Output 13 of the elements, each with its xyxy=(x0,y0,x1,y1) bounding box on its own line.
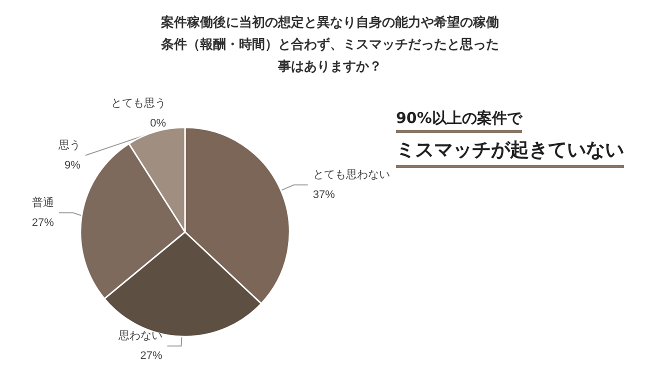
text: ミスマッチが起きていない xyxy=(396,137,624,168)
text: 0% xyxy=(150,117,166,130)
data-label: 27% xyxy=(32,216,54,229)
slice-label: とても思わない xyxy=(312,168,390,181)
text: 90%以上の案件で xyxy=(396,109,522,133)
slice-label: 思う xyxy=(57,139,80,152)
chart-title: 案件稼働後に当初の想定と異なり自身の能力や希望の稼働条件（報酬・時間）と合わず、ミスマッチだったと思った事はありますか？ xyxy=(160,14,499,74)
data-label: 9% xyxy=(64,159,81,172)
category-label: とても思う xyxy=(111,97,166,110)
data-label: 27% xyxy=(140,350,162,362)
slice-label: 普通 xyxy=(32,196,54,209)
slice-label: 思わない xyxy=(117,330,162,342)
data-label: 37% xyxy=(312,188,336,201)
